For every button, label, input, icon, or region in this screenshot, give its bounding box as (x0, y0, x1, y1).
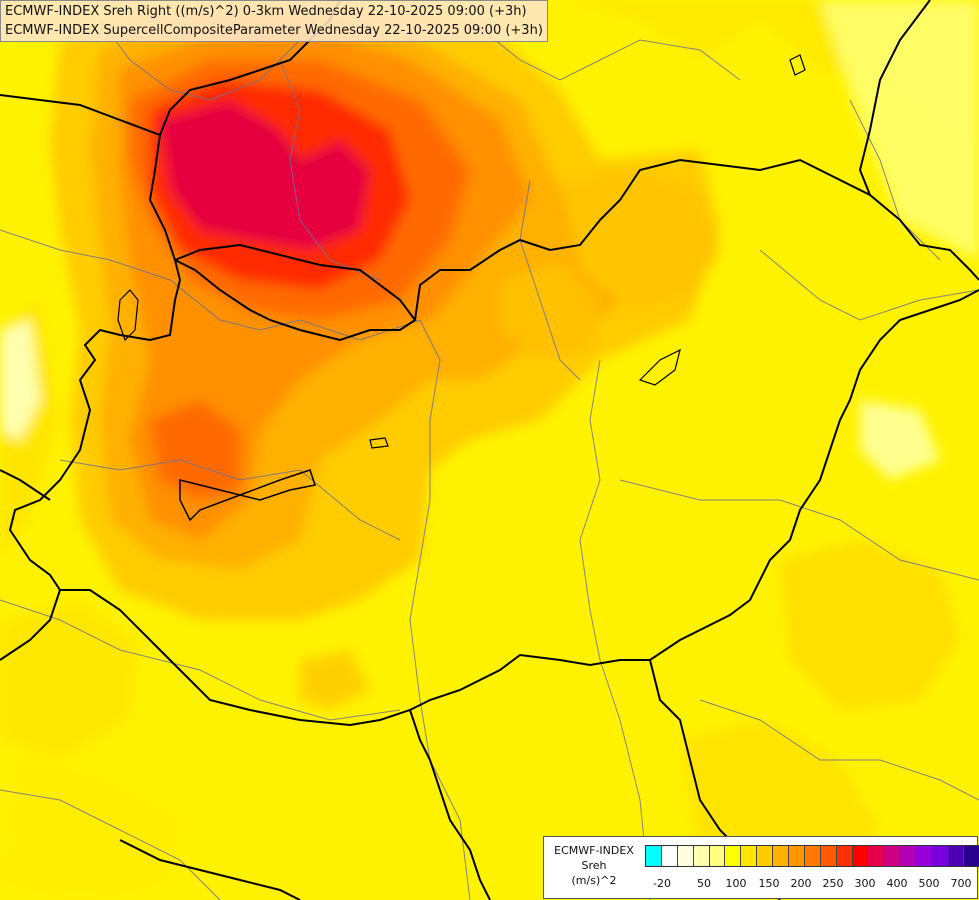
map-title-line-2: ECMWF-INDEX SupercellCompositeParameter … (5, 23, 543, 38)
legend-tick: 300 (854, 877, 876, 890)
legend-tick: 400 (886, 877, 908, 890)
legend-variable: Sreh (581, 859, 607, 872)
legend-swatch (741, 846, 758, 866)
legend-swatch (836, 846, 853, 866)
legend-swatch (661, 846, 678, 866)
legend-tick: -20 (653, 877, 671, 890)
legend-swatch (789, 846, 805, 866)
legend-tick: 700 (950, 877, 972, 890)
legend-swatch (725, 846, 742, 866)
legend-swatch (932, 846, 948, 866)
legend-swatch (820, 846, 837, 866)
legend-swatch (868, 846, 885, 866)
legend-swatch (916, 846, 933, 866)
legend-color-scale (645, 845, 979, 867)
legend-swatch (677, 846, 694, 866)
legend-swatch (804, 846, 821, 866)
legend-tick: 150 (758, 877, 780, 890)
legend-swatch (884, 846, 901, 866)
legend-swatch (947, 846, 964, 866)
legend-swatch (646, 846, 662, 866)
legend-tick: 500 (918, 877, 940, 890)
legend-unit: (m/s)^2 (571, 874, 617, 887)
legend-label: ECMWF-INDEX Sreh (m/s)^2 (546, 843, 642, 888)
legend-tick: 50 (697, 877, 711, 890)
legend-swatch (757, 846, 774, 866)
legend-swatch (773, 846, 790, 866)
legend-swatch (709, 846, 726, 866)
legend-swatch (852, 846, 869, 866)
legend-swatch (963, 846, 979, 866)
legend-tick: 100 (725, 877, 747, 890)
legend-tick: 200 (790, 877, 812, 890)
map-title-line-1: ECMWF-INDEX Sreh Right ((m/s)^2) 0-3km W… (5, 4, 527, 19)
color-legend: ECMWF-INDEX Sreh (m/s)^2 -20 50 100 150 200 2… (543, 836, 979, 899)
legend-tick-labels: -20 50 100 150 200 250 300 400 500 700 (645, 877, 975, 891)
legend-swatch (900, 846, 917, 866)
legend-tick: 250 (822, 877, 844, 890)
legend-name: ECMWF-INDEX (554, 844, 634, 857)
legend-swatch (693, 846, 710, 866)
map-title-box: ECMWF-INDEX Sreh Right ((m/s)^2) 0-3km W… (0, 0, 548, 42)
